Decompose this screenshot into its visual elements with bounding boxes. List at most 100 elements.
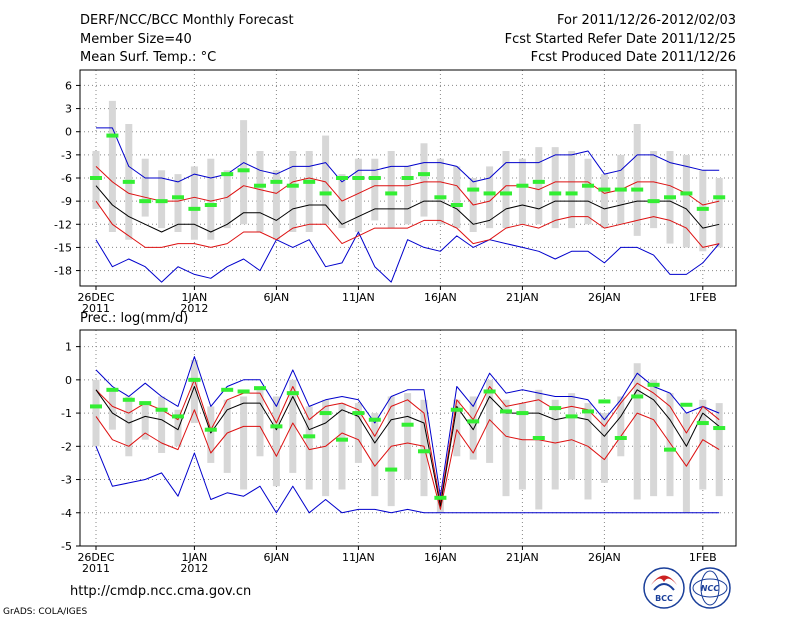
ensemble-range-bar: [207, 158, 215, 240]
observed-marker: [237, 389, 250, 394]
ensemble-range-bar: [322, 399, 330, 497]
observed-marker: [385, 467, 398, 472]
ensemble-range-bar: [715, 178, 723, 248]
ensemble-range-bar: [322, 135, 330, 225]
ensemble-range-bar: [158, 396, 166, 453]
temp-panel-title: Mean Surf. Temp.: °C: [80, 50, 216, 65]
y-tick-label: -18: [54, 265, 72, 278]
spread-lower-line: [95, 409, 720, 510]
ensemble-range-bar: [240, 396, 248, 490]
ensemble-range-bar: [125, 396, 133, 457]
spread-upper-line: [95, 379, 720, 504]
observed-marker: [172, 195, 184, 200]
observed-marker: [532, 436, 545, 440]
observed-marker: [122, 397, 135, 402]
observed-marker: [696, 421, 709, 426]
observed-marker: [237, 168, 250, 173]
observed-marker: [172, 414, 184, 419]
ensemble-range-bar: [289, 379, 297, 473]
observed-marker: [664, 195, 676, 200]
observed-marker: [155, 407, 168, 412]
observed-marker: [680, 191, 693, 196]
ensemble-range-bar: [174, 174, 182, 232]
observed-marker: [549, 406, 562, 411]
ensemble-range-bar: [568, 151, 576, 229]
observed-marker: [565, 191, 578, 196]
bcc-logo: BCC: [643, 567, 685, 609]
observed-marker: [582, 183, 594, 188]
y-tick-label: 3: [65, 103, 72, 116]
x-tick-label: 1JAN: [181, 551, 207, 564]
ensemble-range-bar: [617, 396, 625, 457]
observed-marker: [680, 402, 693, 407]
ensemble-range-bar: [535, 147, 543, 225]
observed-marker: [204, 427, 217, 432]
ensemble-range-bar: [108, 389, 116, 430]
ensemble-range-bar: [666, 393, 674, 497]
observed-marker: [286, 183, 299, 188]
observed-marker: [500, 191, 512, 196]
observed-marker: [368, 176, 381, 180]
ensemble-range-bar: [404, 393, 412, 480]
x-tick-year-label: 2012: [180, 302, 208, 315]
observed-marker: [319, 411, 332, 416]
observed-marker: [467, 187, 480, 192]
observed-marker: [319, 191, 332, 196]
observed-marker: [500, 409, 512, 414]
ensemble-range-bar: [682, 154, 690, 248]
observed-marker: [336, 437, 348, 442]
observed-marker: [401, 176, 414, 180]
ncc-logo: NCC: [689, 567, 731, 609]
ensemble-mean-line: [95, 185, 720, 233]
ensemble-range-bar: [502, 151, 510, 229]
x-tick-label: 26DEC: [77, 291, 114, 304]
y-tick-label: -2: [61, 440, 72, 453]
x-tick-label: 6JAN: [263, 291, 289, 304]
observed-marker: [270, 424, 283, 429]
observed-marker: [368, 417, 381, 422]
source-url[interactable]: http://cmdp.ncc.cma.gov.cn: [70, 584, 251, 599]
ensemble-range-bar: [387, 396, 395, 507]
observed-marker: [532, 179, 545, 184]
ensemble-range-bar: [174, 409, 182, 447]
ensemble-range-bar: [256, 389, 264, 457]
observed-marker: [286, 391, 299, 396]
observed-marker: [647, 199, 660, 204]
observed-marker: [647, 382, 660, 387]
x-tick-label: 1JAN: [181, 291, 207, 304]
observed-marker: [631, 187, 644, 192]
observed-marker: [450, 203, 463, 207]
ensemble-range-bar: [682, 413, 690, 513]
observed-marker: [696, 206, 709, 211]
y-tick-label: -3: [61, 474, 72, 487]
ensemble-range-bar: [568, 393, 576, 480]
ensemble-range-bar: [190, 166, 198, 240]
ensemble-range-bar: [551, 399, 559, 490]
ensemble-range-bar: [223, 170, 231, 229]
observed-marker: [467, 419, 480, 424]
ensemble-range-bar: [305, 151, 313, 232]
observed-marker: [139, 401, 152, 406]
x-tick-label: 26DEC: [77, 551, 114, 564]
ensemble-range-bar: [354, 158, 362, 232]
observed-marker: [90, 404, 102, 409]
observed-marker: [303, 179, 316, 184]
observed-marker: [434, 495, 447, 500]
y-tick-label: 1: [65, 341, 72, 354]
ensemble-range-bar: [272, 170, 280, 240]
ensemble-range-bar: [404, 166, 412, 225]
ensemble-range-bar: [387, 151, 395, 229]
bcc-logo-text: BCC: [655, 594, 673, 603]
ensemble-range-bar: [436, 158, 444, 225]
grads-credit: GrADS: COLA/IGES: [3, 607, 87, 617]
observed-marker: [303, 434, 316, 439]
observed-marker: [418, 449, 430, 454]
ensemble-range-bar: [486, 166, 494, 229]
spread-lower-line: [95, 200, 720, 248]
plot-frame: [79, 329, 737, 547]
y-tick-label: -3: [61, 149, 72, 162]
ensemble-range-bar: [207, 406, 215, 463]
observed-marker: [385, 191, 398, 196]
